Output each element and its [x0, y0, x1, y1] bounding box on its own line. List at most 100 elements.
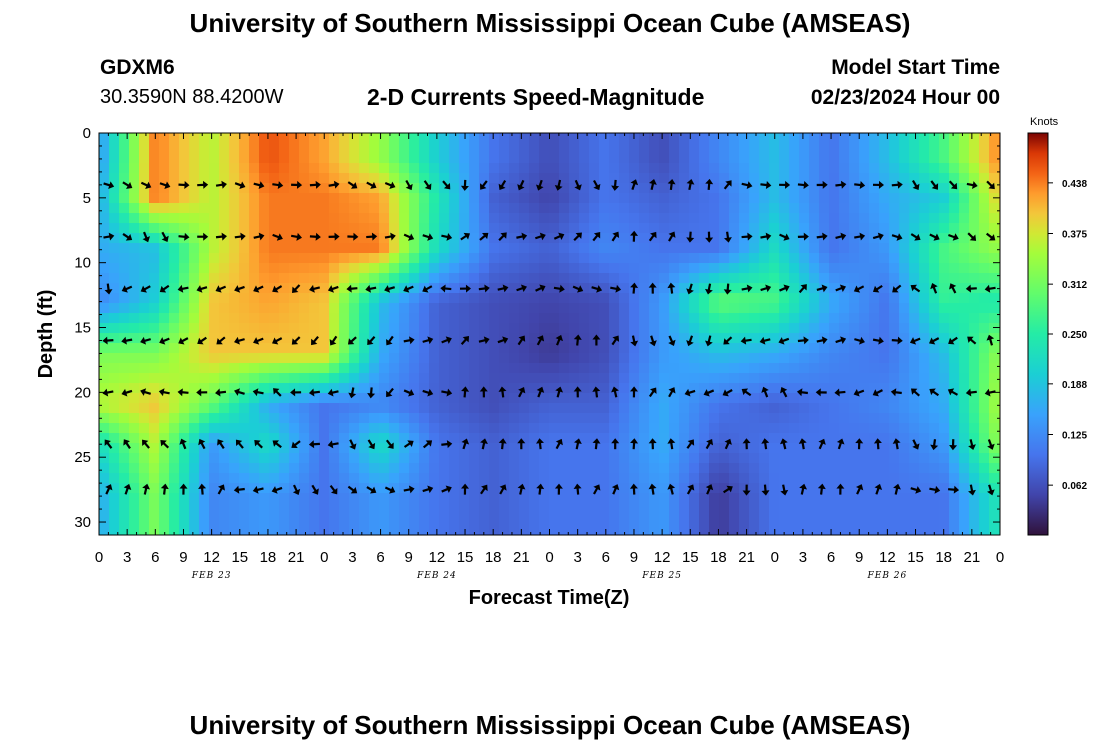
- heatmap-cell: [429, 153, 440, 164]
- heatmap-cell: [259, 463, 270, 474]
- heatmap-cell: [789, 343, 800, 354]
- heatmap-cell: [429, 333, 440, 344]
- heatmap-cell: [309, 383, 320, 394]
- heatmap-cell: [589, 133, 600, 144]
- heatmap-cell: [309, 303, 320, 314]
- heatmap-cell: [809, 183, 820, 194]
- heatmap-cell: [359, 483, 370, 494]
- current-arrow: [930, 439, 939, 451]
- heatmap-cell: [659, 313, 670, 324]
- heatmap-cell: [179, 383, 190, 394]
- heatmap-cell: [959, 253, 970, 264]
- heatmap-cell: [389, 303, 400, 314]
- heatmap-cell: [519, 403, 530, 414]
- current-arrow: [497, 336, 509, 344]
- heatmap-cell: [169, 333, 180, 344]
- heatmap-cell: [839, 523, 850, 534]
- heatmap-cell: [399, 213, 410, 224]
- heatmap-cell: [779, 173, 790, 184]
- heatmap-cell: [849, 193, 860, 204]
- heatmap-cell: [409, 173, 420, 184]
- heatmap-cell: [359, 533, 370, 535]
- heatmap-cell: [239, 163, 250, 174]
- heatmap-cell: [589, 463, 600, 474]
- heatmap-cell: [639, 143, 650, 154]
- arrow-head: [742, 438, 751, 444]
- heatmap-cell: [559, 143, 570, 154]
- heatmap-cell: [809, 373, 820, 384]
- arrow-head: [196, 285, 203, 293]
- heatmap-cell: [109, 243, 120, 254]
- heatmap-cell: [669, 433, 680, 444]
- current-arrow: [516, 284, 527, 293]
- heatmap-cell: [689, 223, 700, 234]
- heatmap-cell: [849, 273, 860, 284]
- heatmap-cell: [719, 373, 730, 384]
- heatmap-cell: [829, 383, 840, 394]
- heatmap-cell: [379, 153, 390, 164]
- heatmap-cell: [579, 423, 590, 434]
- heatmap-cell: [399, 323, 410, 334]
- current-arrow: [611, 335, 620, 346]
- heatmap-cell: [239, 413, 250, 424]
- heatmap-cell: [629, 143, 640, 154]
- heatmap-cell: [959, 163, 970, 174]
- heatmap-cell: [559, 203, 570, 214]
- current-arrow: [478, 284, 490, 293]
- heatmap-cell: [219, 243, 230, 254]
- heatmap-cell: [719, 273, 730, 284]
- heatmap-cell: [759, 513, 770, 524]
- heatmap-cell: [629, 463, 640, 474]
- heatmap-cell: [179, 403, 190, 414]
- arrow-head: [747, 232, 753, 241]
- heatmap-cell: [439, 253, 450, 264]
- heatmap-cell: [809, 153, 820, 164]
- heatmap-cell: [399, 503, 410, 514]
- heatmap-cell: [239, 263, 250, 274]
- heatmap-cell: [419, 503, 430, 514]
- heatmap-cell: [569, 273, 580, 284]
- heatmap-cell: [679, 203, 690, 214]
- heatmap-cell: [989, 423, 1000, 434]
- heatmap-cell: [899, 373, 910, 384]
- heatmap-cell: [619, 233, 630, 244]
- heatmap-cell: [789, 353, 800, 364]
- heatmap-cell: [509, 233, 520, 244]
- heatmap-cell: [709, 173, 720, 184]
- heatmap-cell: [379, 223, 390, 234]
- current-arrow: [461, 483, 470, 495]
- heatmap-cell: [359, 343, 370, 354]
- arrow-head: [403, 285, 410, 293]
- heatmap-cell: [629, 413, 640, 424]
- x-tick-label: 12: [429, 549, 446, 566]
- heatmap-cell: [819, 413, 830, 424]
- heatmap-cell: [129, 493, 140, 504]
- heatmap-cell: [609, 513, 620, 524]
- heatmap-cell: [329, 493, 340, 504]
- heatmap-cell: [379, 163, 390, 174]
- heatmap-cell: [239, 293, 250, 304]
- heatmap-cell: [899, 513, 910, 524]
- heatmap-cell: [729, 523, 740, 534]
- heatmap-cell: [839, 143, 850, 154]
- heatmap-cell: [849, 513, 860, 524]
- arrow-head: [424, 183, 432, 190]
- heatmap-cell: [499, 373, 510, 384]
- heatmap-cell: [359, 373, 370, 384]
- heatmap-cell: [389, 493, 400, 504]
- heatmap-cell: [209, 533, 220, 535]
- heatmap-cell: [409, 403, 420, 414]
- heatmap-cell: [189, 383, 200, 394]
- heatmap-cell: [929, 433, 940, 444]
- heatmap-cell: [439, 393, 450, 404]
- arrow-head: [539, 232, 546, 241]
- heatmap-cell: [649, 423, 660, 434]
- heatmap-cell: [789, 203, 800, 214]
- heatmap-cell: [779, 503, 790, 514]
- heatmap-cell: [389, 133, 400, 144]
- heatmap-cell: [589, 303, 600, 314]
- heatmap-cell: [279, 473, 290, 484]
- heatmap-cell: [389, 273, 400, 284]
- heatmap-cell: [219, 423, 230, 434]
- heatmap-cell: [409, 453, 420, 464]
